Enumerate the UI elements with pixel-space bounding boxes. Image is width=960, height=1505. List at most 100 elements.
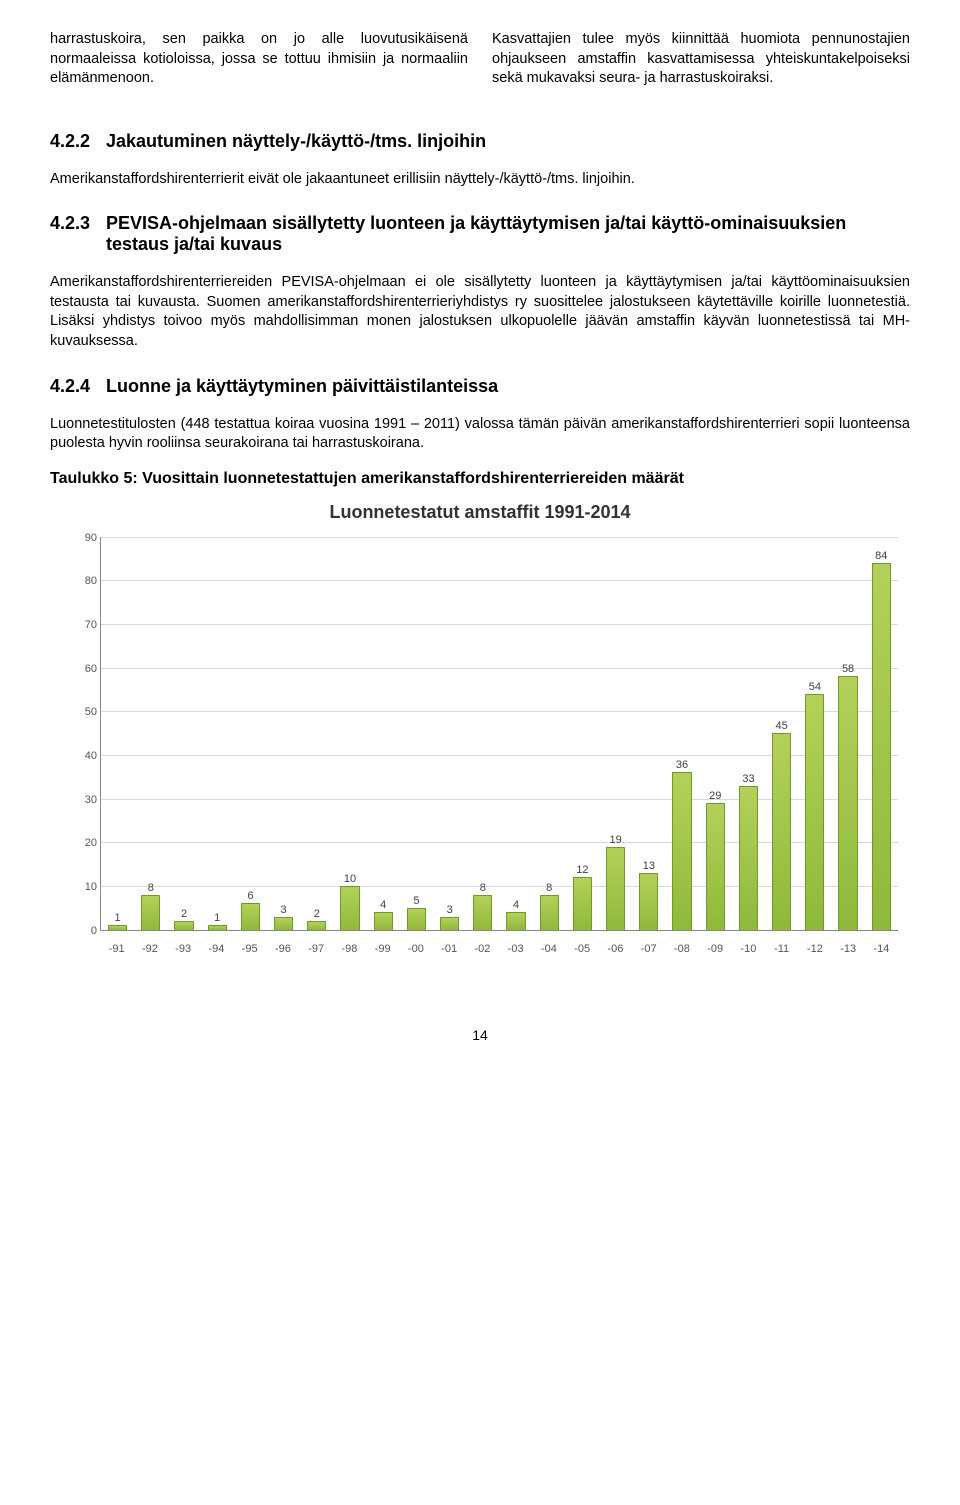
chart-ytick-label: 60 [85, 663, 101, 675]
chart-xtick-label: -05 [566, 943, 599, 955]
chart-bar-label: 1 [214, 912, 220, 926]
chart-bar: 6 [241, 903, 260, 929]
chart-bar: 19 [606, 847, 625, 930]
chart-bar: 5 [407, 908, 426, 930]
chart-bar: 2 [307, 921, 326, 930]
chart-xtick-label: -12 [798, 943, 831, 955]
chart-bar: 29 [706, 803, 725, 930]
body-4-2-3: Amerikanstaffordshirenterriereiden PEVIS… [50, 273, 910, 351]
chart-xtick-label: -10 [732, 943, 765, 955]
chart-bars: 18216321045384812191336293345545884 [101, 537, 898, 930]
chart-bar-slot: 33 [732, 537, 765, 930]
chart-bar: 8 [540, 895, 559, 930]
chart-ytick-label: 40 [85, 750, 101, 762]
heading-4-2-4: 4.2.4 Luonne ja käyttäytyminen päivittäi… [50, 376, 910, 397]
chart-bar: 3 [274, 917, 293, 930]
chart-bar-slot: 29 [699, 537, 732, 930]
chart-ytick-label: 30 [85, 794, 101, 806]
body-4-2-4: Luonnetestitulosten (448 testattua koira… [50, 415, 910, 454]
chart-bar-label: 10 [344, 873, 356, 887]
heading-4-2-2: 4.2.2 Jakautuminen näyttely-/käyttö-/tms… [50, 131, 910, 152]
intro-col-2: Kasvattajien tulee myös kiinnittää huomi… [492, 30, 910, 89]
chart-xtick-label: -03 [499, 943, 532, 955]
chart-xtick-label: -93 [167, 943, 200, 955]
chart-bar-slot: 5 [400, 537, 433, 930]
chart-ytick-label: 80 [85, 575, 101, 587]
chart-bar-slot: 4 [499, 537, 532, 930]
chart-bar-label: 33 [742, 773, 754, 787]
heading-number: 4.2.2 [50, 131, 106, 152]
heading-4-2-3: 4.2.3 PEVISA-ohjelmaan sisällytetty luon… [50, 213, 910, 255]
chart-bar-label: 2 [314, 908, 320, 922]
chart-bar: 2 [174, 921, 193, 930]
chart-bar-label: 8 [546, 882, 552, 896]
chart-bar: 36 [672, 772, 691, 929]
chart-bar-label: 6 [247, 890, 253, 904]
body-4-2-2: Amerikanstaffordshirenterrierit eivät ol… [50, 170, 910, 190]
chart-xtick-label: -14 [865, 943, 898, 955]
chart-bar-slot: 1 [201, 537, 234, 930]
table-5-title: Taulukko 5: Vuosittain luonnetestattujen… [50, 470, 910, 488]
chart-bar-label: 84 [875, 550, 887, 564]
chart-bar: 8 [141, 895, 160, 930]
chart-bar-label: 45 [776, 720, 788, 734]
chart-bar-label: 58 [842, 663, 854, 677]
chart-bar: 1 [108, 925, 127, 929]
chart-bar-slot: 6 [234, 537, 267, 930]
chart-bar-label: 36 [676, 759, 688, 773]
chart-ytick-label: 0 [91, 925, 101, 937]
chart-bar-label: 29 [709, 790, 721, 804]
chart-ytick-label: 10 [85, 881, 101, 893]
heading-title: PEVISA-ohjelmaan sisällytetty luonteen j… [106, 213, 910, 255]
heading-title: Luonne ja käyttäytyminen päivittäistilan… [106, 376, 910, 397]
chart-bar: 45 [772, 733, 791, 930]
chart-xtick-label: -99 [366, 943, 399, 955]
chart-bar-slot: 13 [632, 537, 665, 930]
chart-bar: 12 [573, 877, 592, 929]
chart-xtick-label: -11 [765, 943, 798, 955]
chart-bar: 33 [739, 786, 758, 930]
chart-bar-slot: 45 [765, 537, 798, 930]
chart-bar-label: 3 [447, 904, 453, 918]
chart-xtick-label: -04 [532, 943, 565, 955]
chart-bar-label: 4 [513, 899, 519, 913]
chart-xtick-label: -95 [233, 943, 266, 955]
chart-bar-slot: 19 [599, 537, 632, 930]
chart-bar-slot: 2 [300, 537, 333, 930]
chart-ytick-label: 90 [85, 532, 101, 544]
chart-bar-slot: 2 [167, 537, 200, 930]
heading-number: 4.2.3 [50, 213, 106, 255]
chart-ytick-label: 50 [85, 706, 101, 718]
chart-bar-slot: 10 [333, 537, 366, 930]
chart-bar-slot: 36 [665, 537, 698, 930]
chart-bar-label: 12 [576, 864, 588, 878]
chart-bar-slot: 8 [533, 537, 566, 930]
chart-xtick-label: -94 [200, 943, 233, 955]
chart-xtick-label: -98 [333, 943, 366, 955]
chart-bar-label: 3 [281, 904, 287, 918]
chart-xtick-label: -91 [100, 943, 133, 955]
chart-xtick-label: -92 [133, 943, 166, 955]
chart-bar-label: 5 [413, 895, 419, 909]
chart-bar-label: 13 [643, 860, 655, 874]
chart-bar: 54 [805, 694, 824, 930]
chart-bar-slot: 8 [134, 537, 167, 930]
chart-bar-label: 4 [380, 899, 386, 913]
chart-bar-label: 19 [610, 834, 622, 848]
chart-bar-slot: 3 [433, 537, 466, 930]
chart-bar: 4 [506, 912, 525, 929]
chart-bar-slot: 1 [101, 537, 134, 930]
chart-xtick-label: -97 [300, 943, 333, 955]
chart-bar: 58 [838, 676, 857, 929]
chart-bar: 8 [473, 895, 492, 930]
chart-xtick-label: -00 [399, 943, 432, 955]
chart-bar-label: 8 [148, 882, 154, 896]
page-number: 14 [50, 1027, 910, 1043]
chart-bar: 84 [872, 563, 891, 930]
chart-xtick-label: -02 [466, 943, 499, 955]
chart-bar: 1 [208, 925, 227, 929]
chart-luonnetestatut: Luonnetestatut amstaffit 1991-2014 01020… [50, 502, 910, 967]
chart-bar-slot: 3 [267, 537, 300, 930]
chart-bar-slot: 12 [566, 537, 599, 930]
intro-col-1: harrastuskoira, sen paikka on jo alle lu… [50, 30, 468, 89]
